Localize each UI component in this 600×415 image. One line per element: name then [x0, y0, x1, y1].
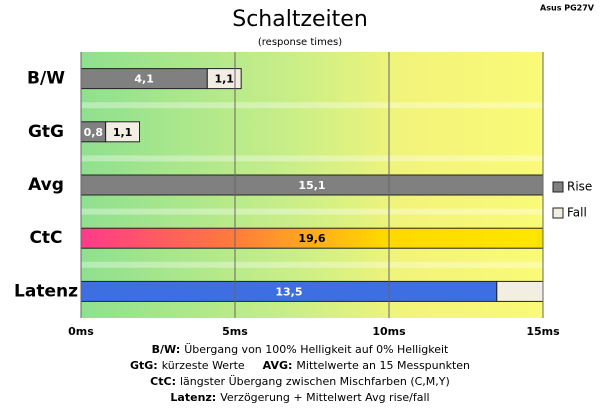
category-label: Latenz — [14, 281, 78, 301]
value-label: 13,5 — [275, 285, 302, 298]
x-tick-label: 5ms — [222, 325, 248, 338]
value-label: 0,8 — [84, 126, 104, 139]
footnote: CtC: längster Übergang zwischen Mischfarb… — [150, 375, 450, 388]
chart-subtitle: (response times) — [258, 37, 342, 48]
legend-swatch — [552, 207, 564, 219]
row-separator — [81, 261, 543, 268]
footnote-key: AVG: — [263, 359, 293, 372]
footnote: B/W: Übergang von 100% Helligkeit auf 0% … — [152, 343, 449, 356]
category-label: Avg — [28, 175, 64, 195]
footnote-text: Mittelwerte an 15 Messpunkten — [296, 359, 470, 372]
row-separator — [81, 155, 543, 162]
footnote-text: längster Übergang zwischen Mischfarben (… — [180, 375, 450, 388]
row-separator — [81, 102, 543, 109]
value-label: 19,6 — [298, 232, 325, 245]
value-label: 1,1 — [214, 73, 234, 86]
x-tick-label: 15ms — [526, 325, 560, 338]
x-tick-label: 10ms — [372, 325, 406, 338]
footnote-text: Verzögerung + Mittelwert Avg rise/fall — [220, 391, 429, 404]
footnote-text: kürzeste Werte — [162, 359, 245, 372]
footnote: GtG: kürzeste Werte AVG: Mittelwerte an 15 … — [130, 359, 470, 372]
row-separator — [81, 208, 543, 215]
bar-segment — [81, 174, 543, 196]
value-label: 4,1 — [134, 73, 154, 86]
bar-segment — [81, 227, 543, 249]
footnote-key: B/W: — [152, 343, 181, 356]
footnote-key: GtG: — [130, 359, 158, 372]
corner-label: Asus PG27V — [540, 4, 595, 13]
bar-segment — [105, 121, 141, 143]
legend-label: Fall — [567, 206, 587, 220]
category-label: GtG — [28, 122, 64, 142]
x-tick-label: 0ms — [68, 325, 94, 338]
legend-label: Rise — [567, 180, 592, 194]
category-label: CtC — [29, 228, 62, 248]
legend-swatch — [552, 181, 564, 193]
value-label: 1,1 — [113, 126, 133, 139]
footnote-text: Übergang von 100% Helligkeit auf 0% Hell… — [184, 343, 449, 356]
footnote-key: CtC: — [150, 375, 176, 388]
footnote: Latenz: Verzögerung + Mittelwert Avg rise… — [170, 391, 429, 404]
chart-title: Schaltzeiten — [232, 7, 368, 32]
value-label: 15,1 — [298, 179, 325, 192]
category-label: B/W — [27, 69, 65, 89]
footnote-key: Latenz: — [170, 391, 216, 404]
bar-segment — [496, 280, 543, 302]
bar-segment — [206, 68, 242, 90]
